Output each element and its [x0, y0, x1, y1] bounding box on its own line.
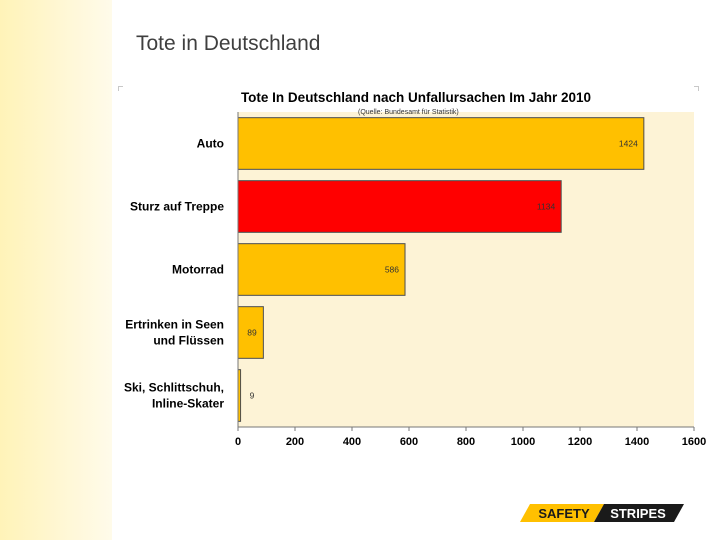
- bar-1: [237, 117, 645, 170]
- x-tick-label: 800: [457, 436, 475, 448]
- chart-subtitle: (Quelle: Bundesamt für Statistik): [358, 109, 459, 116]
- bar-value-label: 586: [385, 265, 399, 275]
- x-tick-label: 400: [343, 436, 361, 448]
- bar-value-label: 89: [247, 328, 257, 338]
- logo-text-safety: SAFETY: [538, 506, 590, 521]
- bar-value-label: 9: [250, 391, 255, 401]
- category-label: Motorrad: [172, 263, 224, 277]
- bar-value-label: 1134: [537, 202, 556, 212]
- x-tick-label: 200: [286, 436, 304, 448]
- bar-value-label: 1424: [619, 139, 638, 149]
- x-tick-label: 1000: [511, 436, 535, 448]
- x-tick-label: 600: [400, 436, 418, 448]
- bar-chart: Tote In Deutschland nach Unfallursachen …: [124, 90, 706, 448]
- x-tick-label: 1200: [568, 436, 592, 448]
- category-label: Ertrinken in Seen: [125, 318, 224, 332]
- category-label: und Flüssen: [153, 334, 224, 348]
- logo-yellow-stripe: [520, 504, 604, 522]
- bar-4: [237, 306, 264, 359]
- x-tick-label: 1400: [625, 436, 649, 448]
- x-tick-label: 0: [235, 436, 241, 448]
- slide-title: Tote in Deutschland: [136, 32, 321, 55]
- logo-black-stripe: [594, 504, 684, 522]
- category-label: Ski, Schlittschuh,: [124, 381, 224, 395]
- bar-2: [237, 180, 562, 233]
- logo-text-stripes: STRIPES: [610, 506, 666, 521]
- x-tick-label: 1600: [682, 436, 706, 448]
- safety-stripes-logo: SAFETY STRIPES: [520, 504, 684, 522]
- category-label: Auto: [197, 137, 224, 151]
- category-label: Sturz auf Treppe: [130, 200, 224, 214]
- left-decorative-band: [0, 0, 112, 540]
- corner-tick-left: [118, 86, 123, 91]
- bar-3: [237, 243, 406, 296]
- chart-title: Tote In Deutschland nach Unfallursachen …: [241, 90, 591, 105]
- category-label: Inline-Skater: [152, 397, 224, 411]
